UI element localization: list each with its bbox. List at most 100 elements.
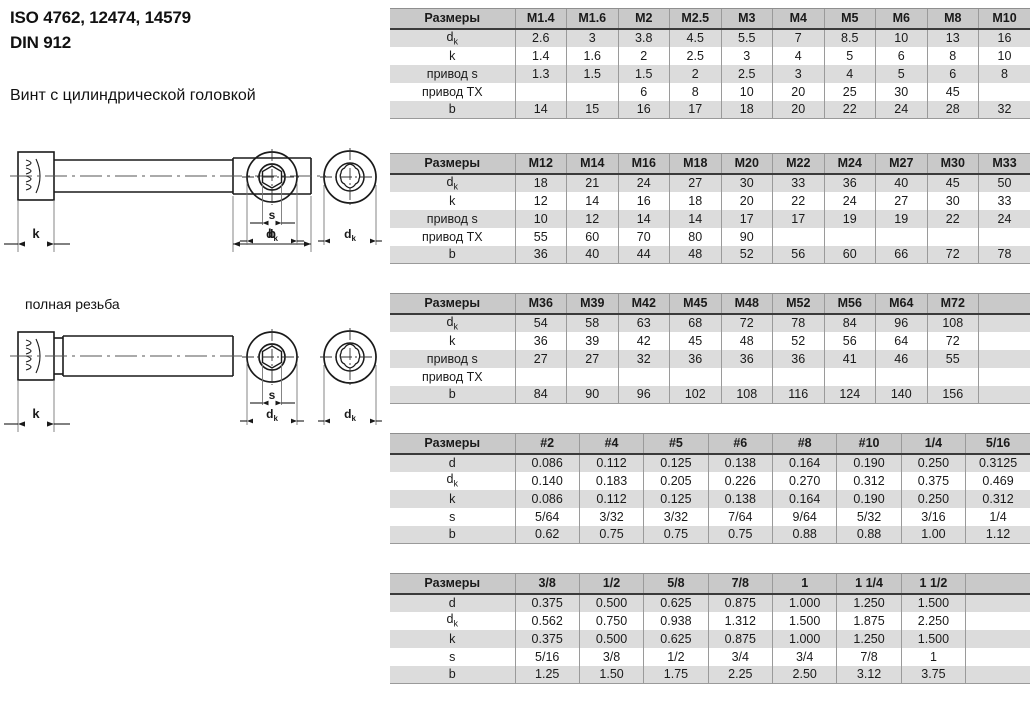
- table-row: b 84 90 96 102 108 116 124 140 156: [390, 385, 1030, 404]
- table-cell: 0.875: [707, 593, 773, 612]
- table-cell-empty: [978, 367, 1030, 386]
- table-cell: 116: [772, 385, 824, 404]
- table-cell: 41: [823, 349, 876, 368]
- table-cell: 2.50: [771, 665, 837, 684]
- table-row: k 36 39 42 45 48 52 56 64 72: [390, 331, 1030, 350]
- torx-socket-end-view: dk: [318, 148, 382, 245]
- table-cell: 55: [926, 349, 979, 368]
- dimension-label-dk: dk: [266, 227, 278, 243]
- row-label: b: [390, 525, 515, 544]
- row-label: привод s: [390, 64, 515, 83]
- full-thread-caption: полная резьба: [25, 296, 120, 312]
- dimension-b: [233, 241, 311, 247]
- spec-table-imperial-large: Размеры 3/8 1/2 5/8 7/8 1 1 1/4 1 1/2 d 0.375 0.50…: [390, 573, 1030, 684]
- table-cell: 1.12: [965, 525, 1030, 544]
- table-cell: 80: [669, 227, 721, 246]
- column-header-M72: M72: [926, 293, 979, 315]
- row-label: привод s: [390, 349, 515, 368]
- table-cell-empty: [875, 367, 927, 386]
- table-cell: 108: [926, 313, 979, 332]
- table-cell-empty: [823, 367, 876, 386]
- table-cell-empty: [926, 367, 979, 386]
- table-cell-empty: [978, 385, 1030, 404]
- table-cell: 2.5: [669, 46, 721, 65]
- column-header-14: 1/4: [900, 433, 966, 455]
- extension-lines: [17, 196, 312, 252]
- table-cell: 20: [772, 82, 824, 101]
- table-cell: 17: [669, 100, 721, 119]
- row-label: привод s: [390, 209, 515, 228]
- row-label: привод TX: [390, 227, 515, 246]
- table-cell: 48: [720, 331, 773, 350]
- column-header-5: #5: [643, 433, 709, 455]
- table-cell: 102: [669, 385, 721, 404]
- table-cell: 72: [926, 245, 979, 264]
- column-header-M3: M3: [720, 8, 773, 30]
- table-row: k 1.4 1.6 2 2.5 3 4 5 6 8 10: [390, 46, 1030, 65]
- table-cell-empty: [617, 367, 670, 386]
- table-cell: 0.469: [965, 471, 1030, 490]
- column-header-label: Размеры: [390, 573, 515, 595]
- row-label: b: [390, 385, 515, 404]
- table-cell: 45: [926, 82, 979, 101]
- table-cell: 3: [720, 46, 773, 65]
- row-label: привод TX: [390, 82, 515, 101]
- column-header-M48: M48: [720, 293, 773, 315]
- table-cell: 24: [875, 100, 927, 119]
- drawing-full-thread: k: [0, 320, 388, 450]
- table-cell: 3/4: [771, 647, 837, 666]
- column-header-M36: M36: [514, 293, 567, 315]
- table-cell-empty: [566, 82, 618, 101]
- column-header-label: Размеры: [390, 8, 515, 30]
- drawing-partial-thread: k b: [0, 140, 388, 270]
- table-cell: 64: [875, 331, 927, 350]
- dimension-k-full: [4, 421, 70, 427]
- table-cell: 52: [720, 245, 773, 264]
- table-cell: 1.3: [514, 64, 567, 83]
- table-cell: 18: [669, 191, 721, 210]
- table-cell: 0.88: [836, 525, 902, 544]
- spec-table-metric-small: Размеры M1.4 M1.6 M2 M2.5 M3 M4 M5 M6 M8 M10 dk 2.6 3…: [390, 8, 1030, 119]
- table-cell: 0.164: [771, 489, 837, 508]
- table-cell-empty: [566, 367, 618, 386]
- dimension-label-dk-torx-full: dk: [344, 407, 356, 423]
- dimension-label-k-full: k: [32, 406, 40, 421]
- table-cell: 96: [617, 385, 670, 404]
- table-row: s 5/64 3/32 3/32 7/64 9/64 5/32 3/16 1/4: [390, 507, 1030, 526]
- table-cell: 18: [720, 100, 773, 119]
- table-cell: 108: [720, 385, 773, 404]
- table-cell: 30: [926, 191, 979, 210]
- table-cell: 0.562: [514, 611, 580, 630]
- column-header-M42: M42: [617, 293, 670, 315]
- table-cell: 0.375: [900, 471, 966, 490]
- column-header-M2: M2: [617, 8, 670, 30]
- row-label: d: [390, 453, 515, 472]
- column-header-M4: M4: [772, 8, 824, 30]
- table-cell: 2.6: [514, 28, 567, 47]
- table-cell: 63: [617, 313, 670, 332]
- column-header-M45: M45: [669, 293, 721, 315]
- table-cell: 8: [669, 82, 721, 101]
- table-cell: 22: [823, 100, 876, 119]
- table-header-row: Размеры M1.4 M1.6 M2 M2.5 M3 M4 M5 M6 M8 M10: [390, 8, 1030, 30]
- table-cell: 27: [514, 349, 567, 368]
- table-cell: 0.625: [643, 593, 709, 612]
- table-cell: 5/16: [514, 647, 580, 666]
- column-header-1: 1: [771, 573, 837, 595]
- table-cell: 12: [514, 191, 567, 210]
- table-cell: 0.75: [707, 525, 773, 544]
- table-cell: 0.086: [514, 453, 580, 472]
- table-cell-empty: [978, 227, 1030, 246]
- table-row: привод TX 55 60 70 80 90: [390, 227, 1030, 246]
- table-cell: 70: [617, 227, 670, 246]
- table-cell: 44: [617, 245, 670, 264]
- table-cell: 45: [669, 331, 721, 350]
- row-label: dk: [390, 611, 515, 630]
- column-header-empty: [978, 293, 1030, 315]
- table-cell: 56: [823, 331, 876, 350]
- table-row: dk 54 58 63 68 72 78 84 96 108: [390, 313, 1030, 332]
- column-header-M20: M20: [720, 153, 773, 175]
- table-cell: 1.00: [900, 525, 966, 544]
- table-cell: 1.6: [566, 46, 618, 65]
